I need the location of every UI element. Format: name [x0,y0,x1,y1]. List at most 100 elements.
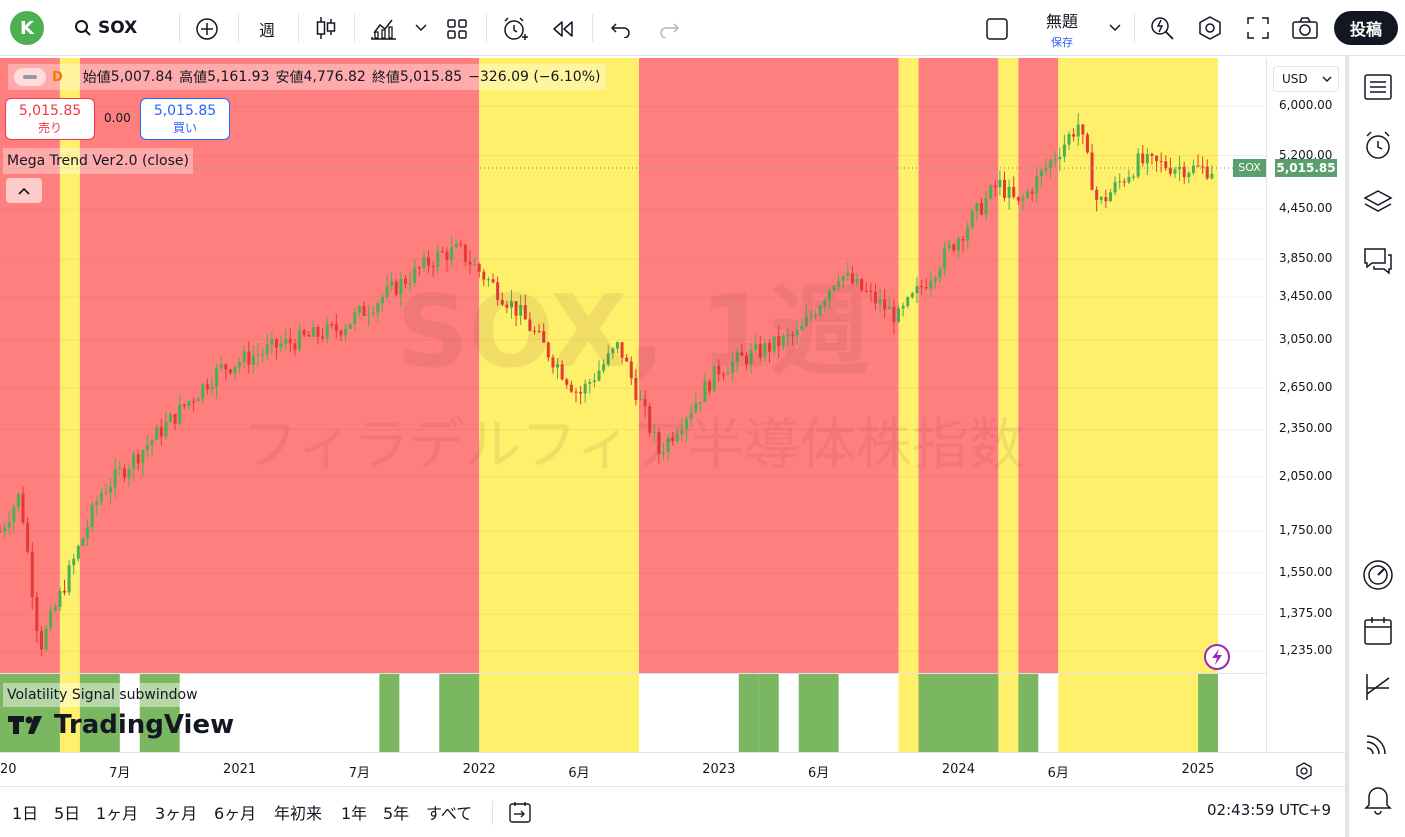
candle-body [708,381,712,392]
calendar-icon [1364,617,1392,645]
compare-add-button[interactable] [194,16,220,42]
indicator-legend[interactable]: Mega Trend Ver2.0 (close) [3,148,193,174]
range-all[interactable]: すべて [426,804,473,823]
candle-body [1159,161,1163,163]
signal-active-bar [379,674,400,752]
candle-body [602,364,606,371]
candle-body [565,379,569,385]
candle-body [261,353,265,355]
alerts-button[interactable] [1361,128,1395,162]
candle-body [1191,165,1195,173]
candle-body [136,454,140,464]
sell-button[interactable]: 5,015.85 売り [5,98,95,140]
candle-body [634,378,638,400]
replay-button[interactable] [550,16,576,42]
volatility-subwindow[interactable] [0,674,1266,752]
time-axis-settings[interactable] [1292,761,1316,781]
candle-body [53,606,57,611]
redo-button[interactable] [656,16,682,42]
candle-body [652,432,656,434]
flash-signal-button[interactable] [1204,644,1230,670]
price-chart[interactable] [0,58,1266,673]
price-tick: 3,050.00 [1279,331,1333,346]
signal-active-bar [0,674,60,752]
select-layout-checkbox[interactable] [984,16,1010,42]
candle-body [588,382,592,384]
post-button[interactable]: 投稿 [1334,11,1398,45]
tradingview-wordmark: TradingView [54,710,235,740]
watchlist-button[interactable] [1361,70,1395,104]
candle-body [344,328,348,336]
chats-button[interactable] [1361,244,1395,278]
layout-name-button[interactable]: 無題 保存 [1038,8,1086,50]
layout-dropdown[interactable] [1106,18,1124,38]
candle-body [201,384,205,399]
layout-grid-button[interactable] [444,16,470,42]
fullscreen-button[interactable] [1244,14,1272,42]
redo-icon [660,23,680,38]
range-1m[interactable]: 1ヶ月 [96,804,139,823]
buy-button[interactable]: 5,015.85 買い [140,98,230,140]
candle-body [740,352,744,356]
pane-divider[interactable] [0,673,1345,674]
candle-body [445,251,449,261]
price-scale[interactable]: USD 6,000.00 5,200.00 4,450.00 3,850.00 … [1266,58,1345,752]
candle-body [311,327,315,337]
range-3m[interactable]: 3ヶ月 [155,804,198,823]
time-axis[interactable]: 2020 7月 2021 7月 2022 6月 2023 6月 2024 6月 … [0,752,1345,785]
range-5d[interactable]: 5日 [54,804,81,823]
notifications-button[interactable] [1361,782,1395,816]
candle-body [330,324,334,326]
indicators-dropdown[interactable] [412,18,430,38]
candle-body [26,522,30,552]
quick-search-button[interactable] [1148,14,1176,42]
bear-zone [638,58,899,673]
technicals-button[interactable] [1361,558,1395,592]
collapse-legend-button[interactable] [6,178,42,203]
settings-button[interactable] [1196,14,1224,42]
subwindow-legend[interactable]: Volatility Signal subwindow [3,683,202,707]
range-1y[interactable]: 1年 [341,804,368,823]
range-6m[interactable]: 6ヶ月 [214,804,257,823]
main-chart-pane[interactable] [0,58,1266,673]
candle-body [800,325,804,330]
bull-zone [59,58,80,673]
clock-timezone[interactable]: 02:43:59 UTC+9 [1207,801,1331,819]
candle-body [431,265,435,267]
currency-selector[interactable]: USD [1273,66,1339,92]
candle-body [731,361,735,373]
candle-body [818,306,822,315]
candle-body [1201,166,1205,168]
goto-date-button[interactable] [506,799,534,825]
candle-body [298,330,302,350]
streams-button[interactable] [1361,726,1395,760]
candle-body [49,610,53,629]
interval-button[interactable]: 週 [258,21,275,40]
undo-button[interactable] [608,16,634,42]
symbol-name: SOX [98,18,138,38]
visibility-toggle[interactable] [14,68,46,86]
symbol-search[interactable]: SOX [74,16,137,40]
object-tree-button[interactable] [1361,186,1395,220]
candle-body [168,413,172,422]
tradingview-logo[interactable]: TradingView [8,710,234,740]
chart-type-button[interactable] [312,14,340,42]
candle-body [666,437,670,453]
range-1d[interactable]: 1日 [12,804,39,823]
price-tick: 4,450.00 [1279,201,1333,216]
candle-body [1210,173,1214,179]
drawing-tools-button[interactable] [1361,670,1395,704]
candle-body [1030,191,1034,194]
alert-button[interactable] [500,14,530,44]
range-5y[interactable]: 5年 [383,804,410,823]
signal-active-bar [758,674,779,752]
user-avatar[interactable]: K [10,11,44,45]
candle-body [873,291,877,304]
indicators-button[interactable] [368,14,400,42]
range-ytd[interactable]: 年初来 [274,804,323,823]
spread-value: 0.00 [104,111,131,125]
snapshot-button[interactable] [1290,14,1320,42]
calendar-button[interactable] [1361,614,1395,648]
candle-body [362,306,366,316]
candle-body [675,434,679,442]
